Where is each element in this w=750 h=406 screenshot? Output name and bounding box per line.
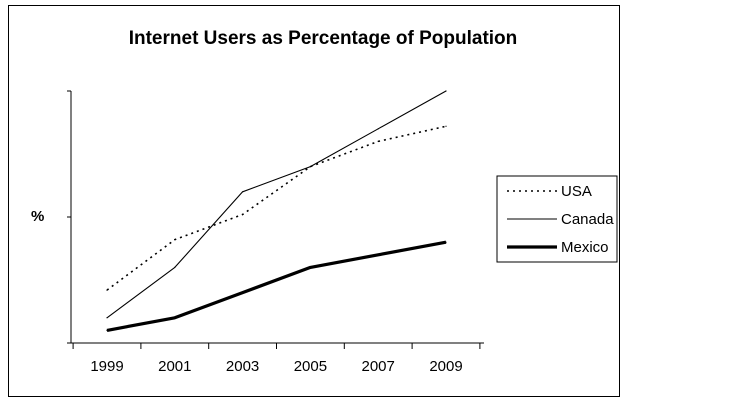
series-line-usa — [106, 125, 447, 291]
data-point-canada — [174, 266, 176, 268]
legend-label-usa: USA — [561, 183, 592, 200]
x-tick-label: 2005 — [294, 358, 327, 375]
data-point-canada — [106, 317, 108, 319]
y-axis-label: % — [31, 208, 44, 225]
data-point-mexico — [106, 329, 108, 331]
data-point-mexico — [242, 292, 244, 294]
x-tick-label: 2001 — [158, 358, 191, 375]
legend-label-canada: Canada — [561, 211, 614, 228]
data-point-usa — [242, 213, 244, 216]
data-point-mexico — [377, 254, 379, 256]
data-point-canada — [445, 90, 447, 92]
data-point-canada — [309, 166, 311, 168]
x-tick-label: 2009 — [429, 358, 462, 375]
data-point-usa — [106, 289, 108, 291]
data-point-mexico — [445, 241, 447, 243]
chart-title: Internet Users as Percentage of Populati… — [129, 28, 518, 49]
legend-label-mexico: Mexico — [561, 239, 609, 256]
x-tick-label: 1999 — [90, 358, 123, 375]
series-line-canada — [106, 90, 447, 319]
data-point-mexico — [309, 266, 311, 268]
data-point-usa — [377, 140, 379, 142]
data-point-canada — [377, 128, 379, 130]
x-tick-label: 2003 — [226, 358, 259, 375]
data-point-usa — [174, 239, 176, 241]
data-point-mexico — [174, 317, 176, 319]
axes: 1999 2001 2003 2005 2007 2009 — [67, 90, 484, 375]
legend: USA Canada Mexico — [496, 175, 618, 263]
data-point-canada — [242, 191, 244, 193]
series-layer — [106, 90, 447, 332]
chart-frame: Internet Users as Percentage of Populati… — [8, 5, 620, 397]
line-chart: Internet Users as Percentage of Populati… — [31, 28, 618, 375]
data-point-usa — [445, 125, 447, 127]
x-tick-label: 2007 — [362, 358, 395, 375]
series-line-mexico — [106, 240, 447, 332]
